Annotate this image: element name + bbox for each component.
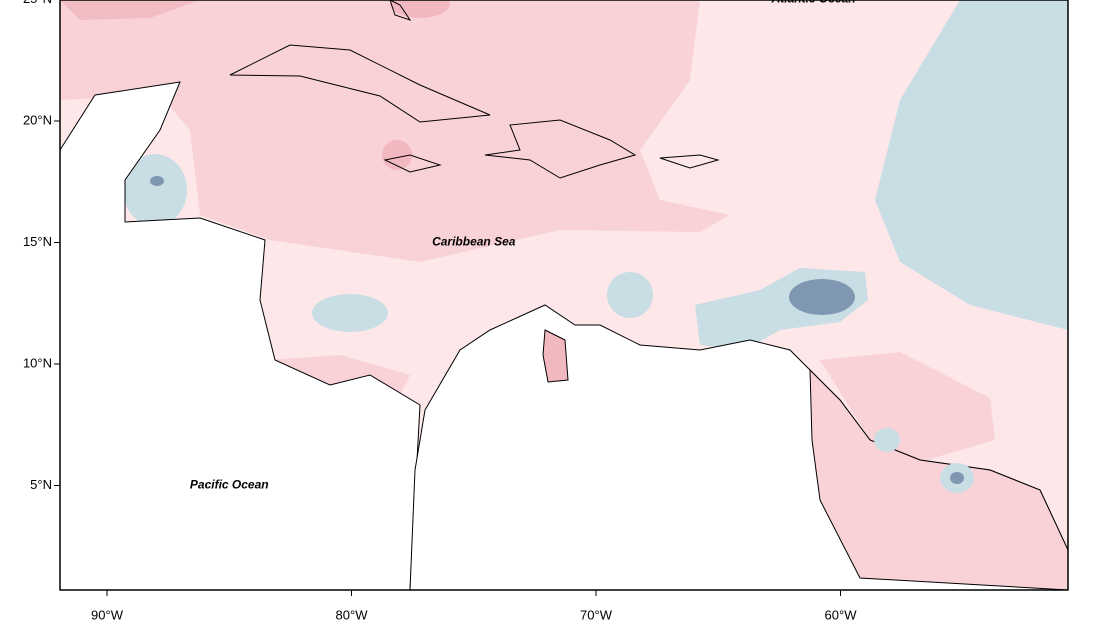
island-puerto-rico bbox=[659, 154, 720, 169]
lon-tick-label: 70°W bbox=[580, 607, 613, 622]
anomaly-blue bbox=[875, 0, 1068, 330]
anomaly-blue-dark bbox=[789, 279, 855, 315]
anomaly-blue-dark bbox=[150, 176, 164, 186]
lat-tick-label: 5°N bbox=[30, 477, 52, 492]
island-jamaica bbox=[383, 154, 442, 173]
anomaly-pink bbox=[820, 352, 995, 462]
lat-tick-label: 15°N bbox=[23, 234, 52, 249]
place-label: Pacific Ocean bbox=[190, 478, 269, 492]
island-cuba bbox=[229, 44, 491, 123]
anomaly-pink-dark bbox=[390, 0, 450, 18]
lon-tick-label: 80°W bbox=[336, 607, 369, 622]
anomaly-pink-dark bbox=[60, 0, 200, 20]
anomaly-pink-land bbox=[809, 368, 1068, 590]
island-hispaniola bbox=[484, 119, 637, 179]
anomaly-blue bbox=[607, 272, 653, 318]
anomaly-blue-dark bbox=[950, 472, 964, 484]
island-bahamas bbox=[389, 0, 412, 21]
lake-maracaibo bbox=[542, 329, 569, 383]
lon-tick-label: 60°W bbox=[825, 607, 858, 622]
lat-tick-label: 25°N bbox=[23, 0, 52, 6]
anomaly-pink bbox=[60, 0, 730, 262]
lat-tick-label: 10°N bbox=[23, 355, 52, 370]
place-label: Atlantic Ocean bbox=[771, 0, 856, 6]
anomaly-blue bbox=[312, 294, 388, 332]
anomaly-blue bbox=[123, 154, 187, 226]
lat-tick-label: 20°N bbox=[23, 112, 52, 127]
anomaly-blue bbox=[874, 428, 900, 452]
map-frame bbox=[59, 0, 1069, 591]
place-label: Caribbean Sea bbox=[432, 235, 516, 249]
lon-tick-label: 90°W bbox=[91, 607, 124, 622]
map-area bbox=[60, 0, 1068, 590]
